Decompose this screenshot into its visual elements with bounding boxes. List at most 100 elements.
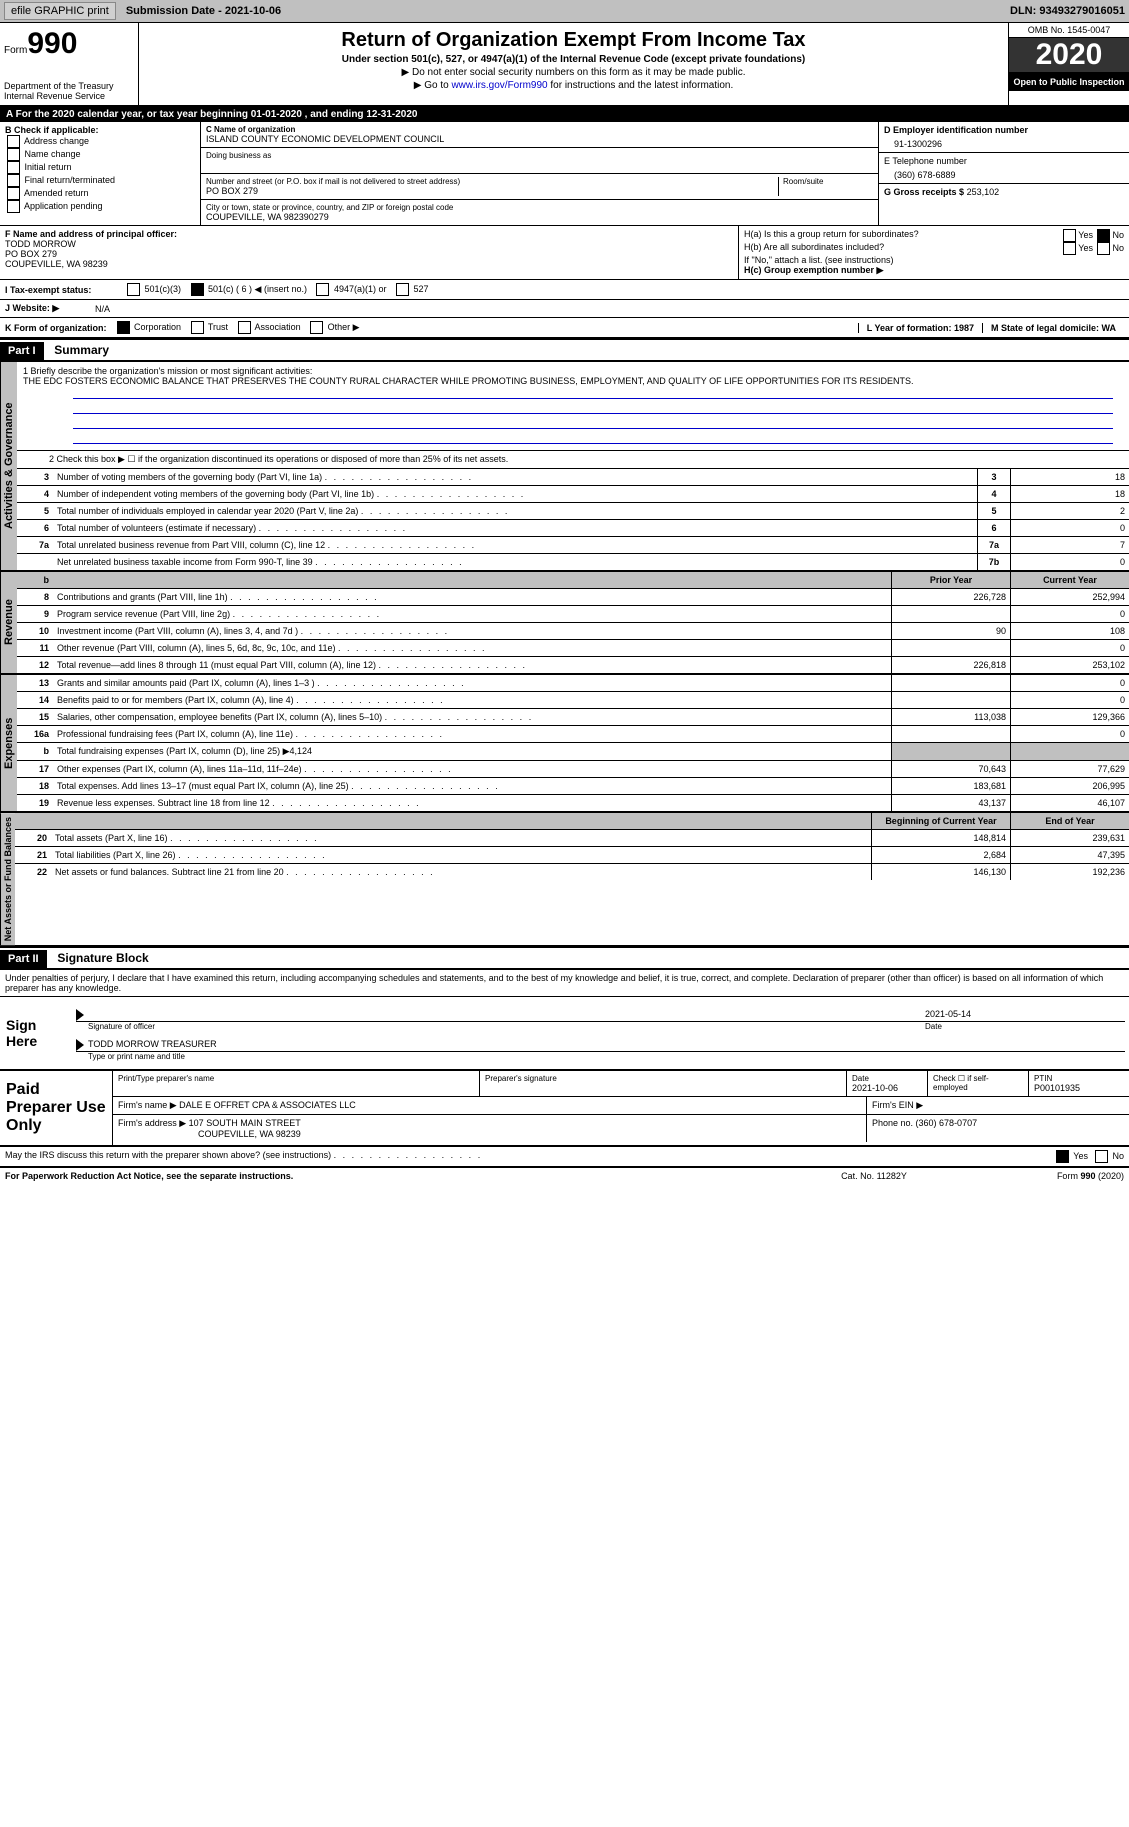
part1-title: Summary xyxy=(46,340,117,360)
name-label: Type or print name and title xyxy=(76,1052,1125,1061)
f-label: F Name and address of principal officer: xyxy=(5,229,733,239)
checkbox[interactable] xyxy=(7,161,20,174)
part2-title: Signature Block xyxy=(49,948,156,968)
table-row: 6Total number of volunteers (estimate if… xyxy=(17,520,1129,537)
k-row: K Form of organization: Corporation Trus… xyxy=(0,318,1129,339)
firm-phone: Phone no. (360) 678-0707 xyxy=(867,1115,1129,1142)
mission-text: THE EDC FOSTERS ECONOMIC BALANCE THAT PR… xyxy=(23,376,1123,386)
k-label: K Form of organization: xyxy=(5,323,107,333)
checkbox[interactable] xyxy=(7,187,20,200)
prep-date: 2021-10-06 xyxy=(852,1083,922,1093)
prior-head: Prior Year xyxy=(891,572,1010,588)
b-option: Application pending xyxy=(5,200,195,213)
form-prefix: Form xyxy=(4,45,27,56)
ha-no[interactable] xyxy=(1097,229,1110,242)
l-label: L Year of formation: 1987 xyxy=(858,323,982,333)
part1-header: Part I Summary xyxy=(0,339,1129,362)
submission-date: Submission Date - 2021-10-06 xyxy=(126,5,281,17)
d-label: D Employer identification number xyxy=(884,125,1124,135)
k-checkbox[interactable] xyxy=(117,321,130,334)
table-row: 8Contributions and grants (Part VIII, li… xyxy=(17,589,1129,606)
ha-yes[interactable] xyxy=(1063,229,1076,242)
governance-section: Activities & Governance 1 Briefly descri… xyxy=(0,362,1129,572)
form-ref: Form 990 (2020) xyxy=(974,1171,1124,1181)
prep-sig-label: Preparer's signature xyxy=(485,1074,841,1083)
discuss-text: May the IRS discuss this return with the… xyxy=(5,1150,1054,1163)
e-label: E Telephone number xyxy=(884,156,1124,166)
ein: 91-1300296 xyxy=(884,135,1124,149)
officer-street: PO BOX 279 xyxy=(5,249,733,259)
table-row: 14Benefits paid to or for members (Part … xyxy=(17,692,1129,709)
form-header: Form990 Department of the Treasury Inter… xyxy=(0,23,1129,107)
officer-name: TODD MORROW xyxy=(5,239,733,249)
b-option: Initial return xyxy=(5,161,195,174)
street-label: Number and street (or P.O. box if mail i… xyxy=(206,177,778,186)
firm-ein-label: Firm's EIN ▶ xyxy=(867,1097,1129,1114)
paperwork-notice: For Paperwork Reduction Act Notice, see … xyxy=(5,1171,774,1181)
k-checkbox[interactable] xyxy=(191,321,204,334)
table-row: Net unrelated business taxable income fr… xyxy=(17,554,1129,570)
cat-no: Cat. No. 11282Y xyxy=(774,1171,974,1181)
checkbox[interactable] xyxy=(7,200,20,213)
sign-here: Sign Here xyxy=(0,997,72,1069)
table-row: bTotal fundraising expenses (Part IX, co… xyxy=(17,743,1129,761)
hb-no[interactable] xyxy=(1097,242,1110,255)
curr-head: Current Year xyxy=(1010,572,1129,588)
tax-year-line: A For the 2020 calendar year, or tax yea… xyxy=(0,107,1129,122)
officer-section: F Name and address of principal officer:… xyxy=(0,226,1129,280)
part2-tab: Part II xyxy=(0,950,47,968)
rev-label: Revenue xyxy=(0,572,17,673)
discuss-yes[interactable] xyxy=(1056,1150,1069,1163)
efile-button[interactable]: efile GRAPHIC print xyxy=(4,2,116,20)
table-row: 5Total number of individuals employed in… xyxy=(17,503,1129,520)
self-emp-label: Check ☐ if self-employed xyxy=(928,1071,1029,1096)
checkbox[interactable] xyxy=(7,135,20,148)
hb-note: If "No," attach a list. (see instruction… xyxy=(744,255,1124,265)
gov-label: Activities & Governance xyxy=(0,362,17,570)
phone: (360) 678-6889 xyxy=(884,166,1124,180)
g-label: G Gross receipts $ xyxy=(884,187,964,197)
table-row: 19Revenue less expenses. Subtract line 1… xyxy=(17,795,1129,811)
note-2: ▶ Go to www.irs.gov/Form990 for instruct… xyxy=(143,80,1004,91)
officer-city: COUPEVILLE, WA 98239 xyxy=(5,259,733,269)
i-checkbox[interactable] xyxy=(396,283,409,296)
table-row: 4Number of independent voting members of… xyxy=(17,486,1129,503)
arrow-icon xyxy=(76,1039,84,1051)
line1-label: 1 Briefly describe the organization's mi… xyxy=(23,366,1123,376)
hb-label: H(b) Are all subordinates included? xyxy=(744,242,1061,255)
dba-label: Doing business as xyxy=(206,151,873,160)
exp-label: Expenses xyxy=(0,675,17,811)
firm-name-label: Firm's name ▶ xyxy=(118,1100,177,1110)
firm-addr1: 107 SOUTH MAIN STREET xyxy=(189,1118,301,1128)
officer-sig-name: TODD MORROW TREASURER xyxy=(88,1039,1125,1051)
prep-label: Paid Preparer Use Only xyxy=(0,1071,113,1145)
ptin-label: PTIN xyxy=(1034,1074,1124,1083)
page-footer: For Paperwork Reduction Act Notice, see … xyxy=(0,1168,1129,1184)
checkbox[interactable] xyxy=(7,174,20,187)
room-label: Room/suite xyxy=(783,177,873,186)
form-title: Return of Organization Exempt From Incom… xyxy=(143,29,1004,52)
arrow-icon xyxy=(76,1009,84,1021)
table-row: 12Total revenue—add lines 8 through 11 (… xyxy=(17,657,1129,673)
omb-number: OMB No. 1545-0047 xyxy=(1009,23,1129,38)
form-subtitle: Under section 501(c), 527, or 4947(a)(1)… xyxy=(143,54,1004,65)
irs-link[interactable]: www.irs.gov/Form990 xyxy=(451,80,547,91)
hb-yes[interactable] xyxy=(1063,242,1076,255)
b-option: Name change xyxy=(5,148,195,161)
open-inspection: Open to Public Inspection xyxy=(1009,73,1129,91)
net-label: Net Assets or Fund Balances xyxy=(0,813,15,945)
prep-date-label: Date xyxy=(852,1074,922,1083)
table-row: 9Program service revenue (Part VIII, lin… xyxy=(17,606,1129,623)
form-number: 990 xyxy=(27,27,77,60)
i-checkbox[interactable] xyxy=(191,283,204,296)
k-checkbox[interactable] xyxy=(310,321,323,334)
checkbox[interactable] xyxy=(7,148,20,161)
discuss-no[interactable] xyxy=(1095,1150,1108,1163)
i-checkbox[interactable] xyxy=(127,283,140,296)
i-row: I Tax-exempt status: 501(c)(3) 501(c) ( … xyxy=(0,280,1129,300)
i-checkbox[interactable] xyxy=(316,283,329,296)
table-row: 11Other revenue (Part VIII, column (A), … xyxy=(17,640,1129,657)
b-option: Final return/terminated xyxy=(5,174,195,187)
firm-name: DALE E OFFRET CPA & ASSOCIATES LLC xyxy=(179,1100,356,1110)
k-checkbox[interactable] xyxy=(238,321,251,334)
